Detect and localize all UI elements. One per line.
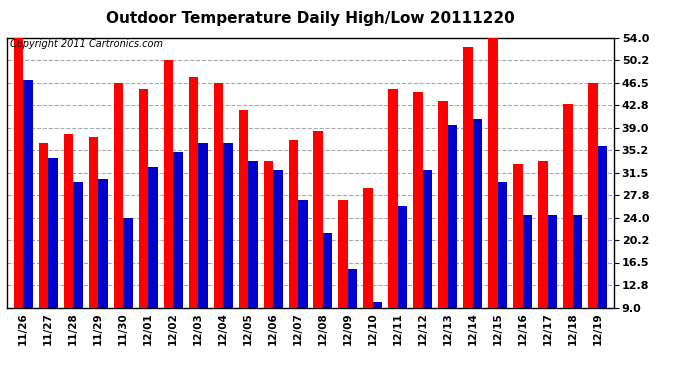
Bar: [348, 268, 357, 362]
Bar: [63, 134, 73, 362]
Bar: [148, 166, 157, 362]
Bar: [438, 100, 448, 362]
Bar: [548, 214, 558, 362]
Bar: [173, 152, 183, 362]
Text: Outdoor Temperature Daily High/Low 20111220: Outdoor Temperature Daily High/Low 20111…: [106, 11, 515, 26]
Bar: [273, 170, 282, 362]
Bar: [23, 80, 32, 362]
Bar: [489, 38, 498, 362]
Bar: [298, 200, 308, 362]
Bar: [573, 214, 582, 362]
Bar: [598, 146, 607, 362]
Bar: [248, 160, 257, 362]
Bar: [48, 158, 58, 362]
Bar: [339, 200, 348, 362]
Bar: [114, 82, 123, 362]
Bar: [513, 164, 523, 362]
Bar: [164, 60, 173, 362]
Bar: [188, 76, 198, 362]
Bar: [223, 142, 233, 362]
Bar: [538, 160, 548, 362]
Bar: [473, 118, 482, 362]
Bar: [448, 124, 457, 362]
Bar: [373, 302, 382, 362]
Bar: [523, 214, 533, 362]
Bar: [388, 88, 398, 362]
Bar: [498, 182, 507, 362]
Bar: [464, 46, 473, 362]
Bar: [14, 38, 23, 362]
Bar: [98, 178, 108, 362]
Bar: [198, 142, 208, 362]
Bar: [139, 88, 148, 362]
Bar: [288, 140, 298, 362]
Text: Copyright 2011 Cartronics.com: Copyright 2011 Cartronics.com: [10, 39, 163, 49]
Bar: [413, 92, 423, 362]
Bar: [364, 188, 373, 362]
Bar: [39, 142, 48, 362]
Bar: [313, 130, 323, 362]
Bar: [213, 82, 223, 362]
Bar: [264, 160, 273, 362]
Bar: [423, 170, 433, 362]
Bar: [88, 136, 98, 362]
Bar: [398, 206, 408, 362]
Bar: [563, 104, 573, 362]
Bar: [323, 232, 333, 362]
Bar: [73, 182, 83, 362]
Bar: [123, 217, 132, 362]
Bar: [589, 82, 598, 362]
Bar: [239, 110, 248, 362]
